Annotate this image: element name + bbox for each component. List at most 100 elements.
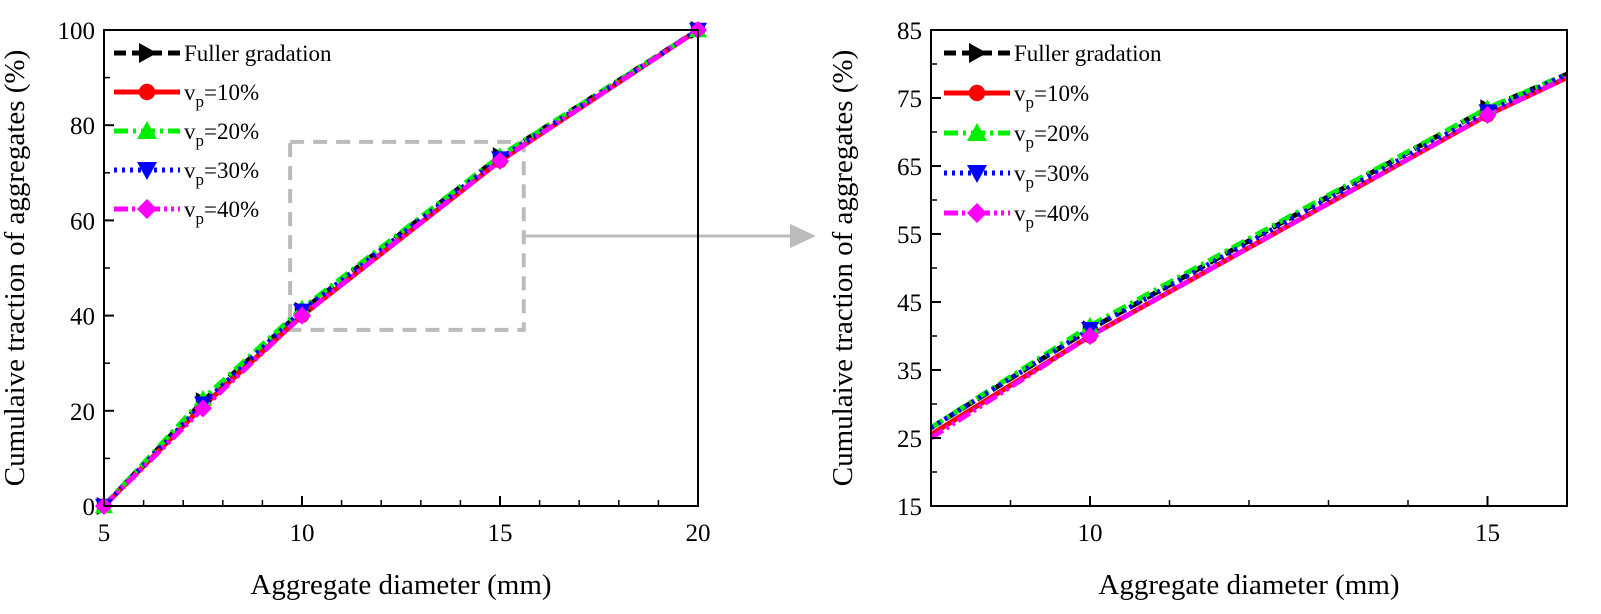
legend-label: vp=10% [1014, 81, 1089, 112]
y-tick-label: 20 [70, 399, 95, 426]
legend-label-main: v [184, 158, 196, 183]
y-tick-label: 75 [897, 86, 922, 113]
y-tick-label: 60 [70, 208, 95, 235]
series-4-marker [1081, 327, 1099, 345]
series-line-2 [931, 71, 1567, 430]
legend-label-main: v [1014, 161, 1026, 186]
legend-label-main: v [1014, 201, 1026, 226]
x-tick-label: 15 [488, 520, 513, 547]
legend-label-main: v [1014, 81, 1026, 106]
legend-label-subscript: p [1026, 213, 1035, 232]
legend-swatch-marker [969, 43, 987, 63]
legend-entry-4: vp=40% [114, 197, 259, 228]
legend-label: vp=40% [184, 197, 259, 228]
legend-label-subscript: p [1026, 173, 1035, 192]
legend-swatch-marker [137, 199, 157, 219]
chart-zoomed-range: 10 15 15 25 35 45 55 65 75 85 Aggregate diameter … [827, 18, 1568, 601]
legend-label-subscript: p [196, 209, 205, 228]
legend-label-suffix: =10% [1034, 81, 1089, 106]
legend-entry-0: Fuller gradation [944, 41, 1162, 66]
tick-labels: 5 10 15 20 0 20 40 60 80 100 [58, 18, 711, 547]
legend-label-suffix: =40% [1034, 201, 1089, 226]
chart-full-range: 5 10 15 20 0 20 40 60 80 100 Aggregate diameter (… [0, 18, 711, 601]
legend-label-subscript: p [196, 131, 205, 150]
legend-entry-4: vp=40% [944, 201, 1089, 232]
series-markers [95, 21, 707, 515]
x-tick-label: 20 [686, 520, 711, 547]
legend-label: vp=10% [184, 80, 259, 111]
legend-entry-3: vp=30% [114, 158, 259, 189]
y-tick-label: 0 [83, 494, 96, 521]
legend-swatch-marker [138, 83, 156, 101]
legend-label-suffix: =20% [1034, 121, 1089, 146]
legend-label-main: v [184, 197, 196, 222]
legend-label-subscript: p [196, 170, 205, 189]
series-line-4 [931, 75, 1567, 441]
y-tick-label: 85 [897, 18, 922, 45]
legend-label-main: v [184, 119, 196, 144]
legend-entry-1: vp=10% [944, 81, 1089, 112]
legend-label: vp=30% [184, 158, 259, 189]
series-markers [1081, 99, 1497, 345]
legend-label-suffix: =20% [204, 119, 259, 144]
y-axis-label: Cumulaive traction of aggregates (%) [827, 50, 859, 486]
y-tick-label: 80 [70, 113, 95, 140]
legend-label: vp=20% [184, 119, 259, 150]
legend-label-main: Fuller gradation [184, 41, 332, 66]
legend-label-main: Fuller gradation [1014, 41, 1162, 66]
legend-label-main: v [184, 80, 196, 105]
legend-label-suffix: =30% [1034, 161, 1089, 186]
legend-entry-1: vp=10% [114, 80, 259, 111]
series-4-marker [293, 306, 311, 325]
legend-label-subscript: p [196, 92, 205, 111]
series-4-marker [1478, 106, 1497, 124]
y-tick-label: 40 [70, 304, 95, 331]
legend-entry-2: vp=20% [944, 121, 1089, 152]
legend-swatch-marker [139, 43, 157, 63]
legend-label: vp=30% [1014, 161, 1089, 192]
legend-swatch-marker [137, 121, 157, 139]
x-axis-label: Aggregate diameter (mm) [1098, 569, 1399, 601]
legend-label-subscript: p [1026, 133, 1035, 152]
legend-swatch-marker [967, 203, 987, 223]
axis-ticks [103, 29, 699, 507]
zoom-arrow [524, 224, 816, 248]
y-axis-label: Cumulaive traction of aggregates (%) [0, 50, 31, 486]
y-tick-label: 65 [897, 154, 922, 181]
x-tick-label: 10 [290, 520, 315, 547]
y-tick-label: 100 [58, 18, 96, 45]
y-tick-label: 55 [897, 222, 922, 249]
legend-swatch-marker [968, 84, 986, 102]
series-lines [931, 71, 1567, 441]
legend-label: vp=40% [1014, 201, 1089, 232]
legend-label-suffix: =30% [204, 158, 259, 183]
x-tick-label: 5 [98, 520, 111, 547]
series-4-marker [491, 151, 509, 170]
zoom-region-box [288, 139, 526, 332]
legend-label: vp=20% [1014, 121, 1089, 152]
legend-swatch-marker [137, 162, 157, 180]
y-tick-label: 25 [897, 426, 922, 453]
y-tick-label: 35 [897, 358, 922, 385]
tick-labels: 10 15 15 25 35 45 55 65 75 85 [897, 18, 1500, 547]
x-tick-label: 15 [1475, 520, 1500, 547]
legend-entry-2: vp=20% [114, 119, 259, 150]
legend-label-main: v [1014, 121, 1026, 146]
axis-ticks [931, 29, 1568, 507]
legend-label-subscript: p [1026, 93, 1035, 112]
legend-entry-0: Fuller gradation [114, 41, 332, 66]
legend-label-suffix: =40% [204, 197, 259, 222]
legend-swatch-marker [967, 123, 987, 141]
y-tick-label: 45 [897, 290, 922, 317]
x-axis-label: Aggregate diameter (mm) [250, 569, 551, 601]
legend-swatch-marker [967, 165, 987, 183]
series-line-1 [931, 75, 1567, 437]
legend-entry-3: vp=30% [944, 161, 1089, 192]
y-tick-label: 15 [897, 494, 922, 521]
series-4-marker [194, 399, 212, 418]
x-tick-label: 10 [1078, 520, 1103, 547]
legend-label: Fuller gradation [184, 41, 332, 66]
